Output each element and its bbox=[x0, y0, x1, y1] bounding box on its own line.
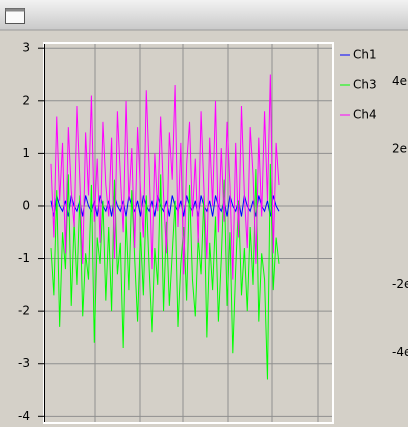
y-tick-label: 2 bbox=[22, 93, 30, 107]
y-tick-label: 0 bbox=[22, 198, 30, 212]
series-line bbox=[50, 163, 280, 380]
y-tick-label: -4 bbox=[18, 409, 30, 423]
y-tick-label: -3 bbox=[18, 356, 30, 370]
y-tick-label: -2 bbox=[18, 304, 30, 318]
y2-tick-label: 2e bbox=[392, 142, 407, 156]
legend-label: Ch3 bbox=[353, 78, 377, 92]
y2-tick-label: -4e bbox=[392, 345, 408, 359]
y-tick-label: 1 bbox=[22, 146, 30, 160]
series-line bbox=[50, 74, 280, 280]
window-icon-bar bbox=[5, 8, 25, 12]
y2-tick-label: -2e bbox=[392, 277, 408, 291]
title-bar bbox=[0, 0, 408, 30]
y2-tick-label: 4e bbox=[392, 74, 407, 88]
legend-label: Ch4 bbox=[353, 108, 377, 122]
series-line bbox=[50, 195, 280, 217]
plot-area bbox=[45, 47, 332, 417]
y-tick-label: -1 bbox=[18, 251, 30, 265]
y-tick-label: 3 bbox=[22, 41, 30, 55]
legend-label: Ch1 bbox=[353, 48, 377, 62]
